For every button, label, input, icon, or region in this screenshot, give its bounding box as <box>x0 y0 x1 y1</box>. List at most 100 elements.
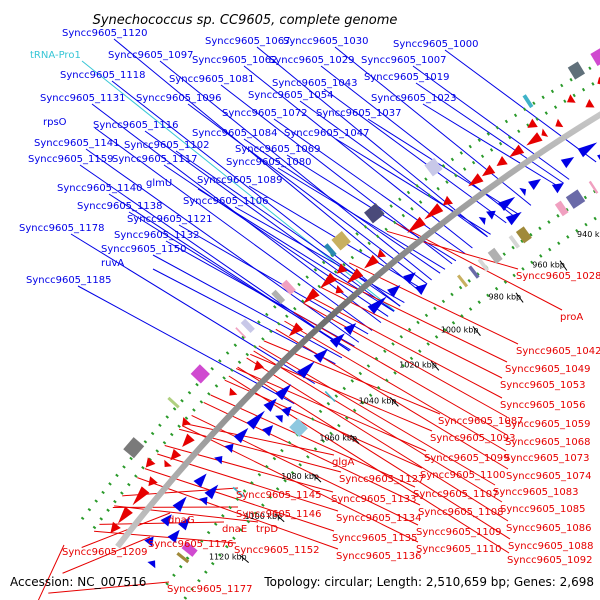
feature-label-forward: Syncc9605_1047 <box>284 128 370 139</box>
label-leader-line <box>164 445 334 493</box>
feature-label-forward: Syncc9605_1043 <box>272 78 358 89</box>
forward-gene-arrow <box>367 296 387 314</box>
forward-gene-arrow <box>246 410 265 430</box>
cog-block-forward <box>181 541 198 557</box>
feature-label-forward: Syncc9605_1096 <box>136 93 222 104</box>
label-leader-line <box>152 254 343 359</box>
feature-label-reverse: Syncc9605_1053 <box>500 380 586 391</box>
reverse-gene-arrow <box>481 164 496 177</box>
reverse-gene-arrow <box>110 521 121 534</box>
kbp-tick-mark <box>312 473 322 483</box>
label-leader-line <box>187 103 428 285</box>
reverse-gene-arrow <box>597 76 600 85</box>
forward-gene-arrow <box>204 484 219 500</box>
label-leader-line <box>303 302 508 418</box>
feature-label-reverse: Syncc9605_1085 <box>500 504 586 515</box>
reverse-gene-arrow <box>527 118 538 128</box>
feature-label-forward: Syncc9605_1000 <box>393 39 479 50</box>
cog-block-forward <box>176 552 190 564</box>
cog-block-forward <box>232 486 245 498</box>
forward-gene-arrow <box>486 210 496 220</box>
feature-label-reverse: trpD <box>256 524 278 535</box>
reverse-gene-arrow <box>182 417 191 426</box>
reverse-gene-arrow <box>182 433 195 447</box>
reverse-gene-arrow <box>117 506 133 524</box>
cog-block-reverse <box>323 243 337 257</box>
forward-gene-arrow <box>178 517 191 531</box>
feature-label-reverse: Syncc9605_1059 <box>505 419 591 430</box>
feature-label-reverse: Syncc9605_1092 <box>507 555 593 566</box>
forward-gene-arrow <box>519 187 527 197</box>
cog-block-reverse <box>567 61 586 80</box>
forward-gene-arrow <box>478 217 486 226</box>
kbp-tick-label: 1120 kbp <box>209 553 247 562</box>
label-leader-line <box>163 164 389 317</box>
forward-gene-arrow <box>528 179 541 191</box>
cog-block-reverse <box>271 289 286 304</box>
reverse-gene-arrow <box>377 248 387 258</box>
cog-block-reverse <box>235 327 247 339</box>
cog-block-reverse <box>364 203 385 224</box>
forward-gene-arrow <box>199 496 208 506</box>
feature-label-reverse: Syncc9605_1135 <box>332 533 418 544</box>
forward-gene-arrow <box>275 415 283 423</box>
label-leader-line <box>48 581 170 594</box>
forward-gene-arrow <box>172 496 187 512</box>
label-leader-line <box>79 164 350 352</box>
feature-label-forward: Syncc9605_1080 <box>226 157 312 168</box>
feature-label-reverse: Syncc9605_1073 <box>504 453 590 464</box>
reverse-gene-arrow <box>132 486 150 506</box>
kbp-tick-mark <box>389 397 399 407</box>
label-leader-line <box>277 167 446 270</box>
label-leader-line <box>175 150 401 307</box>
feature-rings <box>80 48 600 600</box>
forward-gene-arrow <box>281 406 292 417</box>
feature-label-reverse: Syncc9605_1028 <box>516 271 600 282</box>
forward-gene-arrow <box>414 283 428 295</box>
feature-label-reverse: Syncc9605_1176 <box>148 539 234 550</box>
feature-label-reverse: Syncc9605_1088 <box>508 541 594 552</box>
label-leader-line <box>182 425 419 543</box>
feature-label-reverse: Syncc9605_1100 <box>420 470 506 481</box>
feature-label-forward: Syncc9605_1054 <box>248 90 334 101</box>
genome-backbone <box>115 111 600 549</box>
label-leader-line <box>299 100 488 238</box>
feature-label-forward: rpsO <box>43 117 67 128</box>
forward-gene-arrow <box>498 196 516 211</box>
reverse-gene-arrow <box>346 268 364 284</box>
cog-block-forward <box>324 390 336 403</box>
reverse-gene-arrow <box>496 156 508 166</box>
feature-label-forward: tRNA-Pro1 <box>30 50 81 61</box>
cog-block-reverse <box>280 279 296 296</box>
feature-label-reverse: Syncc9605_1134 <box>336 513 422 524</box>
label-leader-line <box>415 82 564 184</box>
forward-gene-arrow <box>263 398 277 412</box>
feature-label-forward: Syncc9605_1185 <box>26 275 112 286</box>
label-leader-line <box>256 46 488 238</box>
kbp-tick-label: 1040 kbp <box>359 396 397 405</box>
kbp-tick-mark <box>350 434 360 444</box>
kbp-tick-label: 980 kbp <box>489 292 522 301</box>
feature-label-reverse: dnaE <box>222 524 247 535</box>
forward-gene-arrow <box>343 323 357 336</box>
feature-label-forward: Syncc9605_1159 <box>28 154 114 165</box>
feature-label-reverse: Syncc9605_1049 <box>505 364 591 375</box>
cog-block-reverse <box>167 396 180 409</box>
reverse-gene-arrow <box>335 285 345 294</box>
feature-label-reverse: Syncc9605_1107 <box>413 489 499 500</box>
feature-label-forward: Syncc9605_1069 <box>235 144 321 155</box>
reverse-gene-arrow <box>555 118 564 128</box>
cog-block-reverse <box>522 94 534 109</box>
cog-block-forward <box>477 258 490 272</box>
forward-gene-arrow <box>505 211 522 226</box>
feature-label-reverse: Syncc9605_1146 <box>236 509 322 520</box>
reverse-gene-arrow <box>319 272 337 289</box>
cog-block-reverse <box>190 364 210 384</box>
cog-block-reverse <box>590 48 600 67</box>
label-leader-line <box>422 103 559 187</box>
label-leader-lines <box>37 38 597 600</box>
label-leader-line <box>335 138 491 235</box>
guide-ring <box>165 186 600 586</box>
